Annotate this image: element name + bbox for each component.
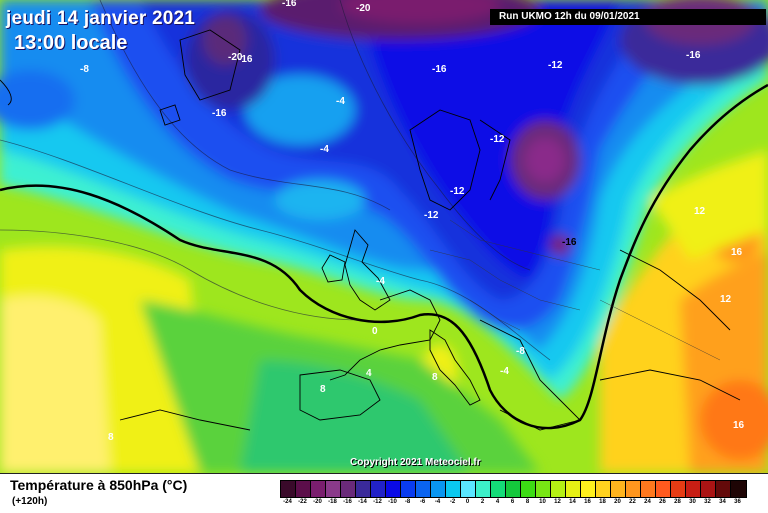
isotherm-label: -16 [686,50,701,61]
scale-swatch [641,481,656,497]
scale-swatch [536,481,551,497]
scale-swatch [491,481,506,497]
forecast-date: jeudi 14 janvier 2021 [6,8,196,29]
color-scale-ticks: -24 -22 -20 -18 -16 -14 -12 -10 -8 -6 -4 -2 0 2 4 6 8 10 1… [280,499,745,505]
legend-footer: Température à 850hPa (°C) (+120h) -24 -22… [0,473,768,513]
scale-swatch [281,481,296,497]
scale-tick-label: 0 [465,499,470,505]
scale-swatch [296,481,311,497]
scale-tick-label: 24 [644,499,651,505]
scale-swatch [371,481,386,497]
isotherm-label: -16 [562,237,577,248]
isotherm-label: -4 [376,276,385,287]
scale-swatch [581,481,596,497]
isotherm-label: -12 [548,60,563,71]
isotherm-label: 12 [720,294,732,305]
scale-tick-label: 12 [554,499,561,505]
scale-tick-label: 14 [569,499,576,505]
scale-tick-label: 6 [510,499,515,505]
isotherm-label: 0 [372,326,378,337]
scale-tick-label: 22 [629,499,636,505]
scale-swatch [731,481,746,497]
scale-tick-label: 34 [719,499,726,505]
scale-swatch [401,481,416,497]
scale-tick-label: -2 [449,499,456,505]
scale-tick-label: 8 [525,499,530,505]
lead-time: (+120h) [12,496,48,507]
scale-swatch [311,481,326,497]
isotherm-label: -12 [490,134,505,145]
scale-tick-label: -22 [298,499,307,505]
scale-swatch [341,481,356,497]
isotherm-label: -20 [228,52,243,63]
isotherm-label: -16 [282,0,297,9]
scale-swatch [686,481,701,497]
isotherm-label: -16 [238,54,253,65]
parameter-title: Température à 850hPa (°C) [10,477,188,493]
scale-tick-label: -6 [419,499,426,505]
scale-tick-label: 28 [674,499,681,505]
scale-tick-label: 2 [480,499,485,505]
scale-swatch [551,481,566,497]
scale-tick-label: 32 [704,499,711,505]
scale-swatch [671,481,686,497]
scale-tick-label: -20 [313,499,322,505]
isotherm-label: 8 [432,372,438,383]
isotherm-label: -16 [432,64,447,75]
scale-swatch [701,481,716,497]
isotherm-label: -8 [80,64,89,75]
scale-swatch [656,481,671,497]
isotherm-label: 12 [694,206,706,217]
scale-tick-label: 36 [734,499,741,505]
scale-swatch [521,481,536,497]
scale-swatch [386,481,401,497]
isotherm-label: -16 [212,108,227,119]
scale-swatch [416,481,431,497]
scale-tick-label: 10 [539,499,546,505]
scale-tick-label: -8 [404,499,411,505]
scale-swatch [566,481,581,497]
isotherm-label: -12 [424,210,439,221]
scale-tick-label: -16 [343,499,352,505]
scale-swatch [326,481,341,497]
isotherm-label: 4 [366,368,372,379]
scale-swatch [596,481,611,497]
scale-swatch [431,481,446,497]
scale-tick-label: 16 [584,499,591,505]
scale-swatch [626,481,641,497]
scale-swatch [356,481,371,497]
scale-tick-label: 30 [689,499,696,505]
scale-swatch [506,481,521,497]
isotherm-label: -20 [356,3,371,14]
isotherm-label: 8 [320,384,326,395]
temperature-map: -16 -20-8-20-16-16-16 -12-16-4-4-12-12-12-… [0,0,768,473]
scale-tick-label: -4 [434,499,441,505]
scale-swatch [446,481,461,497]
isotherm-label: -12 [450,186,465,197]
scale-tick-label: -12 [373,499,382,505]
scale-tick-label: 26 [659,499,666,505]
scale-swatch [611,481,626,497]
scale-tick-label: -24 [283,499,292,505]
model-run-banner: Run UKMO 12h du 09/01/2021 [490,9,766,25]
scale-swatch [716,481,731,497]
isotherm-label: -4 [336,96,345,107]
isotherm-label: 16 [731,247,743,258]
scale-tick-label: -14 [358,499,367,505]
isotherm-label: -4 [500,366,509,377]
isotherm-label: -4 [320,144,329,155]
scale-tick-label: 4 [495,499,500,505]
forecast-local-time: 13:00 locale [14,32,128,54]
scale-tick-label: 18 [599,499,606,505]
scale-tick-label: -18 [328,499,337,505]
isotherm-label: 16 [733,420,745,431]
color-scale [280,480,747,498]
copyright-notice: Copyright 2021 Meteociel.fr [350,457,481,468]
isotherm-label: -8 [516,346,525,357]
scale-swatch [461,481,476,497]
isotherm-label: 8 [108,432,114,443]
scale-tick-label: -10 [388,499,397,505]
scale-tick-label: 20 [614,499,621,505]
scale-swatch [476,481,491,497]
